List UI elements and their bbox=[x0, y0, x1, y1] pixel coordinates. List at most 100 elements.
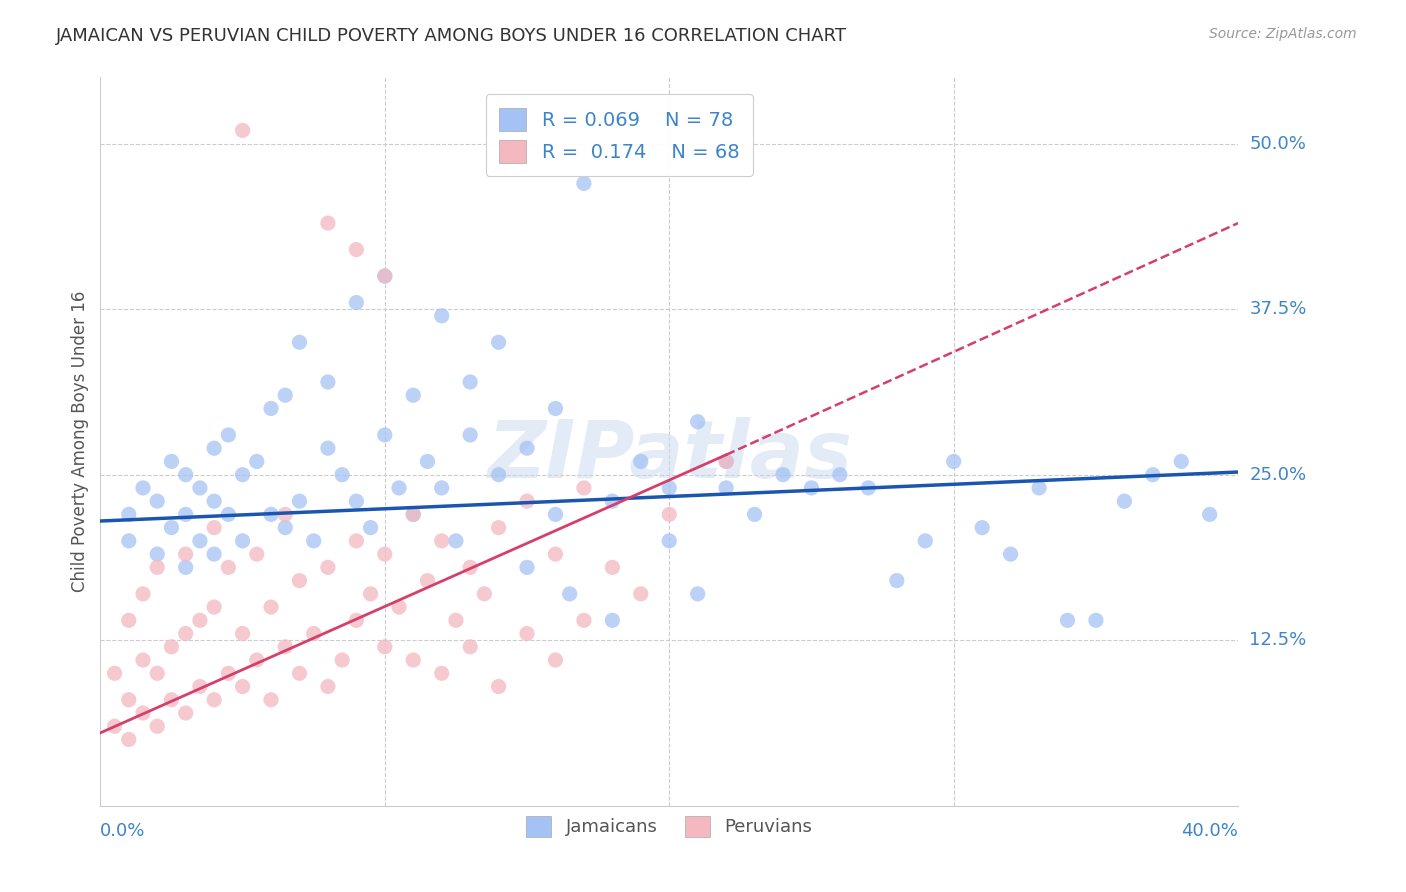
Peruvians bbox=[132, 587, 155, 601]
Jamaicans bbox=[217, 428, 239, 442]
Jamaicans bbox=[686, 415, 709, 429]
Jamaicans bbox=[1142, 467, 1164, 482]
Peruvians bbox=[572, 481, 595, 495]
Peruvians bbox=[188, 613, 211, 627]
Peruvians bbox=[344, 243, 367, 257]
Legend: Jamaicans, Peruvians: Jamaicans, Peruvians bbox=[519, 809, 820, 844]
Jamaicans bbox=[288, 335, 311, 350]
Peruvians bbox=[316, 216, 339, 230]
Peruvians bbox=[146, 666, 169, 681]
Peruvians bbox=[572, 613, 595, 627]
Jamaicans bbox=[174, 508, 197, 522]
Text: 0.0%: 0.0% bbox=[100, 822, 146, 840]
Peruvians bbox=[260, 600, 283, 615]
Peruvians bbox=[103, 666, 125, 681]
Jamaicans bbox=[344, 295, 367, 310]
Text: 37.5%: 37.5% bbox=[1250, 301, 1306, 318]
Peruvians bbox=[458, 640, 481, 654]
Jamaicans bbox=[1170, 454, 1192, 468]
Jamaicans bbox=[416, 454, 439, 468]
Jamaicans bbox=[174, 560, 197, 574]
Jamaicans bbox=[132, 481, 155, 495]
Jamaicans bbox=[232, 467, 254, 482]
Jamaicans bbox=[374, 428, 396, 442]
Jamaicans bbox=[658, 533, 681, 548]
Peruvians bbox=[544, 547, 567, 561]
Peruvians bbox=[430, 666, 453, 681]
Jamaicans bbox=[714, 454, 737, 468]
Peruvians bbox=[246, 653, 269, 667]
Peruvians bbox=[444, 613, 467, 627]
Jamaicans bbox=[1056, 613, 1078, 627]
Jamaicans bbox=[1114, 494, 1136, 508]
Jamaicans bbox=[118, 533, 141, 548]
Text: 25.0%: 25.0% bbox=[1250, 466, 1306, 483]
Peruvians bbox=[232, 626, 254, 640]
Jamaicans bbox=[516, 560, 538, 574]
Peruvians bbox=[274, 640, 297, 654]
Peruvians bbox=[374, 547, 396, 561]
Jamaicans bbox=[800, 481, 823, 495]
Jamaicans bbox=[458, 428, 481, 442]
Peruvians bbox=[344, 533, 367, 548]
Jamaicans bbox=[316, 375, 339, 389]
Peruvians bbox=[472, 587, 495, 601]
Peruvians bbox=[330, 653, 353, 667]
Peruvians bbox=[274, 508, 297, 522]
Jamaicans bbox=[942, 454, 965, 468]
Peruvians bbox=[374, 268, 396, 283]
Peruvians bbox=[232, 680, 254, 694]
Text: 40.0%: 40.0% bbox=[1181, 822, 1239, 840]
Text: ZIPatlas: ZIPatlas bbox=[486, 417, 852, 495]
Jamaicans bbox=[232, 533, 254, 548]
Jamaicans bbox=[444, 533, 467, 548]
Jamaicans bbox=[972, 521, 994, 535]
Peruvians bbox=[344, 613, 367, 627]
Peruvians bbox=[714, 454, 737, 468]
Jamaicans bbox=[274, 521, 297, 535]
Jamaicans bbox=[160, 454, 183, 468]
Jamaicans bbox=[118, 508, 141, 522]
Peruvians bbox=[174, 626, 197, 640]
Peruvians bbox=[658, 508, 681, 522]
Peruvians bbox=[388, 600, 411, 615]
Peruvians bbox=[118, 613, 141, 627]
Peruvians bbox=[146, 719, 169, 733]
Jamaicans bbox=[217, 508, 239, 522]
Peruvians bbox=[402, 653, 425, 667]
Jamaicans bbox=[360, 521, 382, 535]
Jamaicans bbox=[572, 177, 595, 191]
Jamaicans bbox=[544, 401, 567, 416]
Peruvians bbox=[202, 692, 225, 706]
Text: 12.5%: 12.5% bbox=[1250, 632, 1306, 649]
Peruvians bbox=[118, 692, 141, 706]
Peruvians bbox=[217, 666, 239, 681]
Peruvians bbox=[188, 680, 211, 694]
Jamaicans bbox=[914, 533, 936, 548]
Peruvians bbox=[217, 560, 239, 574]
Jamaicans bbox=[330, 467, 353, 482]
Jamaicans bbox=[630, 454, 652, 468]
Jamaicans bbox=[374, 268, 396, 283]
Jamaicans bbox=[174, 467, 197, 482]
Jamaicans bbox=[316, 441, 339, 455]
Peruvians bbox=[160, 640, 183, 654]
Jamaicans bbox=[430, 481, 453, 495]
Peruvians bbox=[132, 653, 155, 667]
Peruvians bbox=[316, 560, 339, 574]
Jamaicans bbox=[246, 454, 269, 468]
Jamaicans bbox=[302, 533, 325, 548]
Jamaicans bbox=[146, 494, 169, 508]
Peruvians bbox=[488, 521, 510, 535]
Peruvians bbox=[458, 560, 481, 574]
Peruvians bbox=[488, 680, 510, 694]
Jamaicans bbox=[828, 467, 851, 482]
Peruvians bbox=[246, 547, 269, 561]
Peruvians bbox=[516, 494, 538, 508]
Jamaicans bbox=[744, 508, 766, 522]
Jamaicans bbox=[160, 521, 183, 535]
Peruvians bbox=[374, 640, 396, 654]
Jamaicans bbox=[458, 375, 481, 389]
Peruvians bbox=[146, 560, 169, 574]
Peruvians bbox=[160, 692, 183, 706]
